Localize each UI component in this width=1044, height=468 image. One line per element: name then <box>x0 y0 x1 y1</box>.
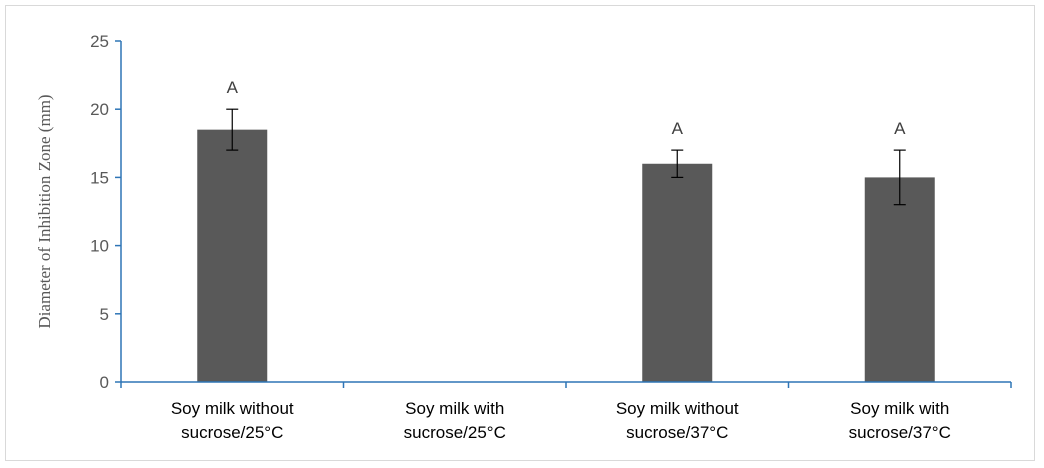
x-category-label: sucrose/25°C <box>181 423 283 442</box>
x-category-label: Soy milk with <box>405 399 504 418</box>
y-axis-title: Diameter of Inhibition Zone (mm) <box>35 94 54 328</box>
data-label: A <box>227 78 239 97</box>
y-tick-label: 25 <box>90 32 109 51</box>
y-axis-title-group: Diameter of Inhibition Zone (mm) <box>35 94 54 328</box>
bar <box>197 129 268 382</box>
bars-group <box>197 129 935 382</box>
x-category-label: sucrose/25°C <box>404 423 506 442</box>
x-axis: Soy milk without sucrose/25°C Soy milk wit… <box>120 381 1012 442</box>
y-tick-label: 10 <box>90 237 109 256</box>
x-category-label: sucrose/37°C <box>626 423 728 442</box>
data-label: A <box>672 119 684 138</box>
y-tick-label: 0 <box>100 373 109 392</box>
x-category-label: Soy milk without <box>171 399 294 418</box>
data-label: A <box>894 119 906 138</box>
bar <box>864 177 935 382</box>
y-tick-label: 20 <box>90 100 109 119</box>
x-category-label: sucrose/37°C <box>849 423 951 442</box>
y-axis: 0 5 10 15 20 25 <box>90 32 122 392</box>
x-category-label: Soy milk without <box>616 399 739 418</box>
x-category-label: Soy milk with <box>850 399 949 418</box>
error-bars-group <box>226 108 906 206</box>
y-tick-label: 15 <box>90 168 109 187</box>
bar <box>642 163 713 382</box>
chart-area: Diameter of Inhibition Zone (mm) 0 5 10 15 2… <box>5 5 1035 461</box>
data-labels-group: A A A <box>227 78 907 138</box>
bar-chart: Diameter of Inhibition Zone (mm) 0 5 10 15 2… <box>35 32 1012 442</box>
y-tick-label: 5 <box>100 305 109 324</box>
